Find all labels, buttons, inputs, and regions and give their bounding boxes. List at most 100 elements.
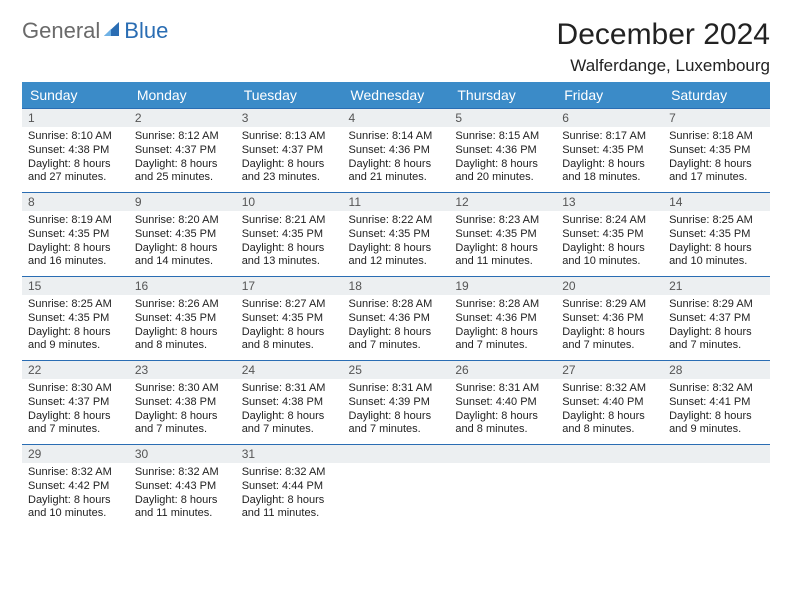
calendar-day-cell: 21Sunrise: 8:29 AMSunset: 4:37 PMDayligh… (663, 277, 770, 361)
calendar-header-row: SundayMondayTuesdayWednesdayThursdayFrid… (22, 82, 770, 109)
day-info: Sunrise: 8:18 AMSunset: 4:35 PMDaylight:… (663, 127, 770, 187)
calendar-page: General Blue December 2024 Walferdange, … (0, 0, 792, 539)
day-number: 26 (449, 361, 556, 379)
day-info: Sunrise: 8:31 AMSunset: 4:38 PMDaylight:… (236, 379, 343, 439)
calendar-day-cell (449, 445, 556, 529)
day-number: 28 (663, 361, 770, 379)
daylight-line: Daylight: 8 hours and 7 minutes. (135, 410, 230, 438)
sunset-line: Sunset: 4:36 PM (562, 312, 657, 326)
day-info: Sunrise: 8:19 AMSunset: 4:35 PMDaylight:… (22, 211, 129, 271)
daylight-line: Daylight: 8 hours and 27 minutes. (28, 158, 123, 186)
daylight-line: Daylight: 8 hours and 20 minutes. (455, 158, 550, 186)
sunset-line: Sunset: 4:36 PM (349, 144, 444, 158)
sunrise-line: Sunrise: 8:31 AM (242, 382, 337, 396)
day-info: Sunrise: 8:13 AMSunset: 4:37 PMDaylight:… (236, 127, 343, 187)
calendar-day-cell: 8Sunrise: 8:19 AMSunset: 4:35 PMDaylight… (22, 193, 129, 277)
daylight-line: Daylight: 8 hours and 13 minutes. (242, 242, 337, 270)
sunset-line: Sunset: 4:35 PM (28, 228, 123, 242)
sunset-line: Sunset: 4:38 PM (242, 396, 337, 410)
day-number: 6 (556, 109, 663, 127)
sunrise-line: Sunrise: 8:28 AM (349, 298, 444, 312)
day-info: Sunrise: 8:27 AMSunset: 4:35 PMDaylight:… (236, 295, 343, 355)
daylight-line: Daylight: 8 hours and 17 minutes. (669, 158, 764, 186)
sunrise-line: Sunrise: 8:25 AM (28, 298, 123, 312)
sunset-line: Sunset: 4:41 PM (669, 396, 764, 410)
day-number: 7 (663, 109, 770, 127)
day-info: Sunrise: 8:30 AMSunset: 4:37 PMDaylight:… (22, 379, 129, 439)
sunset-line: Sunset: 4:36 PM (349, 312, 444, 326)
day-header: Wednesday (343, 82, 450, 109)
calendar-day-cell: 29Sunrise: 8:32 AMSunset: 4:42 PMDayligh… (22, 445, 129, 529)
day-header: Thursday (449, 82, 556, 109)
empty-day (663, 445, 770, 463)
daylight-line: Daylight: 8 hours and 7 minutes. (349, 410, 444, 438)
day-info: Sunrise: 8:30 AMSunset: 4:38 PMDaylight:… (129, 379, 236, 439)
sunrise-line: Sunrise: 8:23 AM (455, 214, 550, 228)
day-info: Sunrise: 8:22 AMSunset: 4:35 PMDaylight:… (343, 211, 450, 271)
calendar-day-cell: 11Sunrise: 8:22 AMSunset: 4:35 PMDayligh… (343, 193, 450, 277)
calendar-day-cell: 31Sunrise: 8:32 AMSunset: 4:44 PMDayligh… (236, 445, 343, 529)
daylight-line: Daylight: 8 hours and 11 minutes. (455, 242, 550, 270)
day-number: 22 (22, 361, 129, 379)
daylight-line: Daylight: 8 hours and 7 minutes. (669, 326, 764, 354)
calendar-week-row: 22Sunrise: 8:30 AMSunset: 4:37 PMDayligh… (22, 361, 770, 445)
day-info: Sunrise: 8:26 AMSunset: 4:35 PMDaylight:… (129, 295, 236, 355)
day-number: 29 (22, 445, 129, 463)
sunset-line: Sunset: 4:36 PM (455, 144, 550, 158)
calendar-day-cell: 26 Sunrise: 8:31 AMSunset: 4:40 PMDayligh… (449, 361, 556, 445)
sunrise-line: Sunrise: 8:32 AM (135, 466, 230, 480)
sunrise-line: Sunrise: 8:12 AM (135, 130, 230, 144)
day-header: Friday (556, 82, 663, 109)
day-number: 18 (343, 277, 450, 295)
calendar-day-cell: 20Sunrise: 8:29 AMSunset: 4:36 PMDayligh… (556, 277, 663, 361)
sunset-line: Sunset: 4:35 PM (562, 144, 657, 158)
calendar-week-row: 29Sunrise: 8:32 AMSunset: 4:42 PMDayligh… (22, 445, 770, 529)
day-info: Sunrise: 8:29 AMSunset: 4:36 PMDaylight:… (556, 295, 663, 355)
sunrise-line: Sunrise: 8:10 AM (28, 130, 123, 144)
calendar-day-cell: 17Sunrise: 8:27 AMSunset: 4:35 PMDayligh… (236, 277, 343, 361)
logo-text-blue: Blue (124, 18, 168, 44)
sunrise-line: Sunrise: 8:21 AM (242, 214, 337, 228)
day-header: Sunday (22, 82, 129, 109)
day-number: 21 (663, 277, 770, 295)
sunrise-line: Sunrise: 8:17 AM (562, 130, 657, 144)
calendar-day-cell: 13Sunrise: 8:24 AMSunset: 4:35 PMDayligh… (556, 193, 663, 277)
sunrise-line: Sunrise: 8:31 AM (455, 382, 550, 396)
daylight-line: Daylight: 8 hours and 8 minutes. (455, 410, 550, 438)
calendar-day-cell: 3Sunrise: 8:13 AMSunset: 4:37 PMDaylight… (236, 109, 343, 193)
daylight-line: Daylight: 8 hours and 25 minutes. (135, 158, 230, 186)
sunrise-line: Sunrise: 8:29 AM (562, 298, 657, 312)
sunrise-line: Sunrise: 8:18 AM (669, 130, 764, 144)
sunset-line: Sunset: 4:35 PM (28, 312, 123, 326)
sunrise-line: Sunrise: 8:32 AM (562, 382, 657, 396)
sunset-line: Sunset: 4:37 PM (28, 396, 123, 410)
sunset-line: Sunset: 4:37 PM (135, 144, 230, 158)
sunrise-line: Sunrise: 8:20 AM (135, 214, 230, 228)
sunset-line: Sunset: 4:40 PM (455, 396, 550, 410)
daylight-line: Daylight: 8 hours and 7 minutes. (28, 410, 123, 438)
sunset-line: Sunset: 4:35 PM (669, 228, 764, 242)
sunset-line: Sunset: 4:35 PM (349, 228, 444, 242)
calendar-day-cell: 15Sunrise: 8:25 AMSunset: 4:35 PMDayligh… (22, 277, 129, 361)
logo-text-general: General (22, 18, 100, 44)
day-number: 3 (236, 109, 343, 127)
daylight-line: Daylight: 8 hours and 14 minutes. (135, 242, 230, 270)
sunrise-line: Sunrise: 8:28 AM (455, 298, 550, 312)
day-number: 13 (556, 193, 663, 211)
sunset-line: Sunset: 4:38 PM (135, 396, 230, 410)
day-number: 12 (449, 193, 556, 211)
calendar-day-cell (556, 445, 663, 529)
sunset-line: Sunset: 4:38 PM (28, 144, 123, 158)
sunrise-line: Sunrise: 8:24 AM (562, 214, 657, 228)
daylight-line: Daylight: 8 hours and 7 minutes. (349, 326, 444, 354)
daylight-line: Daylight: 8 hours and 10 minutes. (669, 242, 764, 270)
calendar-table: SundayMondayTuesdayWednesdayThursdayFrid… (22, 82, 770, 529)
sunset-line: Sunset: 4:44 PM (242, 480, 337, 494)
calendar-day-cell: 1Sunrise: 8:10 AMSunset: 4:38 PMDaylight… (22, 109, 129, 193)
day-info: Sunrise: 8:21 AMSunset: 4:35 PMDaylight:… (236, 211, 343, 271)
daylight-line: Daylight: 8 hours and 10 minutes. (28, 494, 123, 522)
day-number: 11 (343, 193, 450, 211)
title-block: December 2024 Walferdange, Luxembourg (557, 18, 770, 76)
daylight-line: Daylight: 8 hours and 12 minutes. (349, 242, 444, 270)
day-number: 31 (236, 445, 343, 463)
